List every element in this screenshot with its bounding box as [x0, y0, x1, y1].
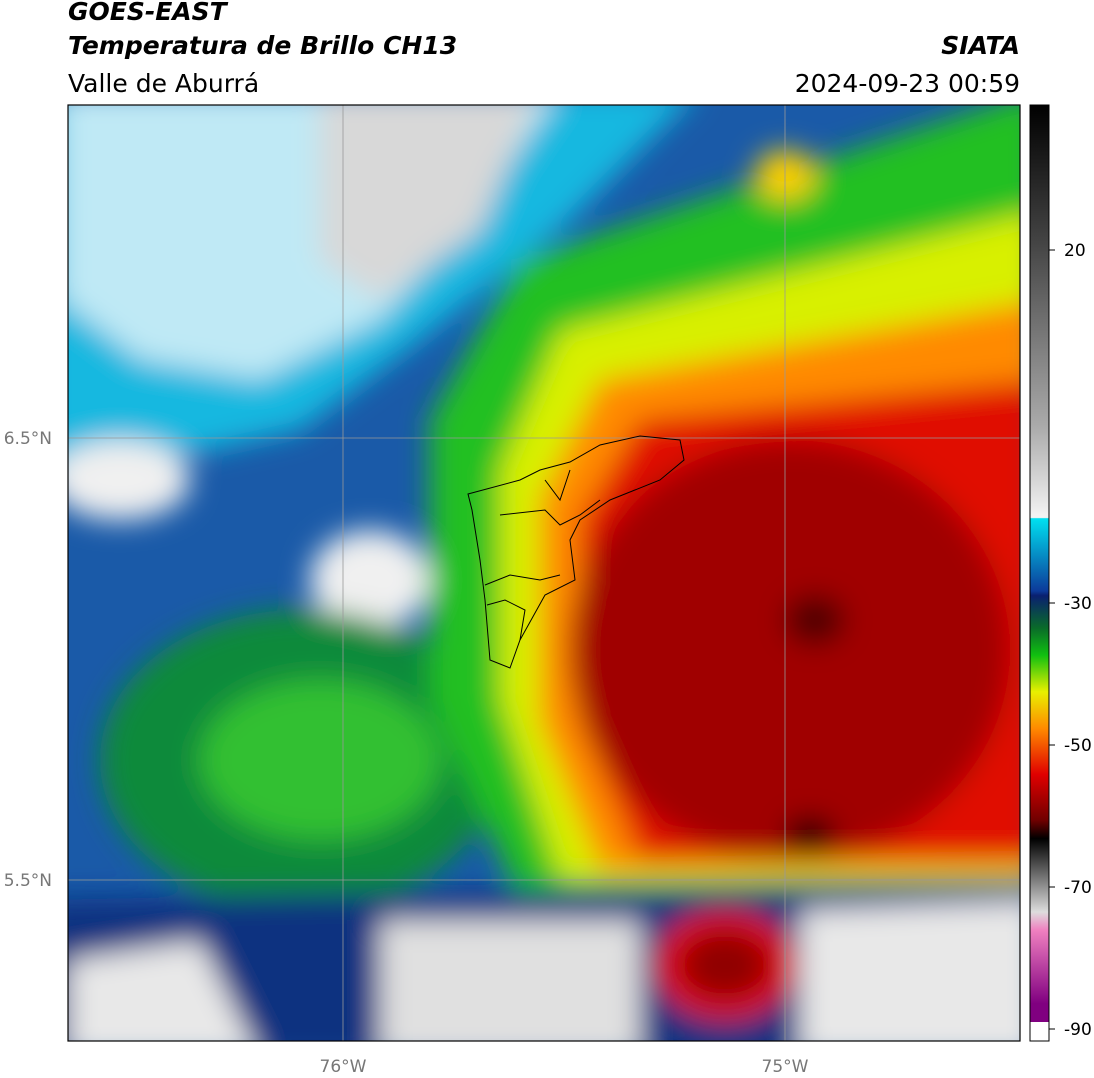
lon-label: 75°W — [762, 1057, 809, 1077]
municipal-boundaries — [467, 435, 685, 669]
colorbar-tick-label: 20 — [1064, 241, 1086, 261]
colorbar-tick-label: -70 — [1064, 878, 1092, 898]
colorbar-tick-label: -30 — [1064, 594, 1092, 614]
colorbar-tick-label: -50 — [1064, 736, 1092, 756]
region: Valle de Aburrá — [68, 69, 259, 98]
colorbar-frame — [1029, 104, 1050, 1042]
source: SIATA — [941, 31, 1020, 60]
colorbar-under — [1030, 1022, 1049, 1041]
header: GOES-EAST Temperatura de Brillo CH13 Val… — [68, 0, 1020, 98]
colorbar: 20 -30 -50 -70 -90 — [1029, 104, 1092, 1042]
satellite-image — [68, 105, 1020, 1041]
axis-labels: 6.5°N 5.5°N 76°W 75°W — [4, 429, 809, 1077]
datetime: 2024-09-23 00:59 — [795, 69, 1020, 98]
subtitle: Temperatura de Brillo CH13 — [68, 31, 457, 60]
colorbar-scale — [1030, 105, 1049, 1022]
map-frame — [67, 104, 1021, 1042]
graticule — [68, 105, 1020, 1041]
colorbar-tick-label: -90 — [1064, 1020, 1092, 1040]
title: GOES-EAST — [68, 0, 229, 26]
lat-label: 5.5°N — [4, 871, 52, 891]
lon-label: 76°W — [320, 1057, 367, 1077]
lat-label: 6.5°N — [4, 429, 52, 449]
